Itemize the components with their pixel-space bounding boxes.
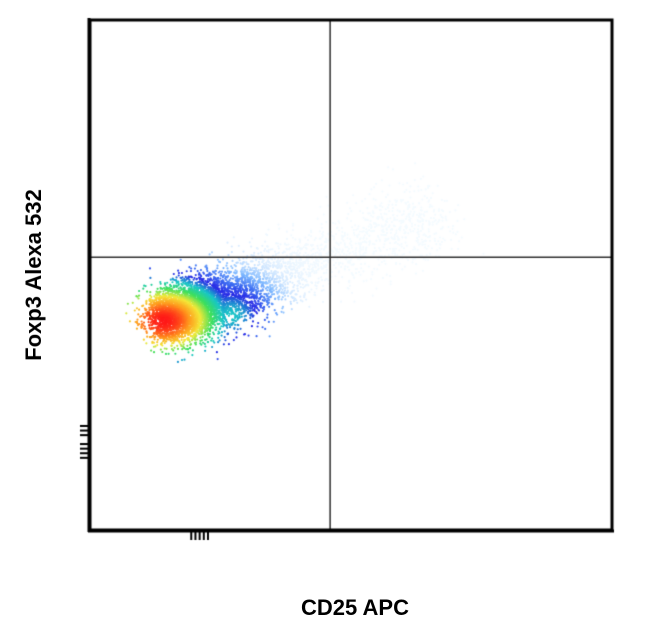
flow-cytometry-plot — [0, 0, 650, 634]
x-axis-label: CD25 APC — [301, 595, 409, 621]
figure-container: Foxp3 Alexa 532 CD25 APC — [0, 0, 650, 634]
y-axis-label: Foxp3 Alexa 532 — [21, 189, 47, 361]
